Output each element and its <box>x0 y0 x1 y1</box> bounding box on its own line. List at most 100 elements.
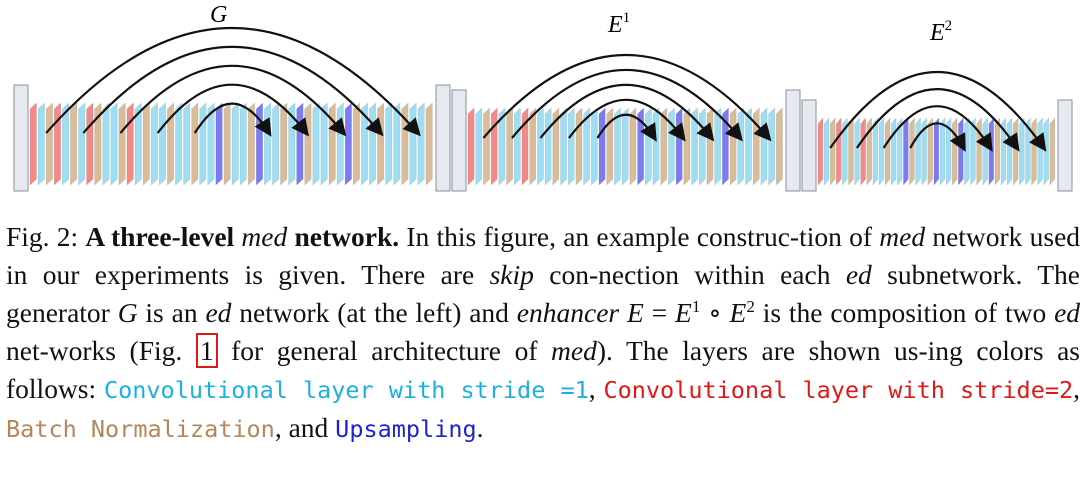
layer-slab <box>1019 117 1025 186</box>
layer-slab <box>490 107 498 186</box>
layer-slab <box>729 107 737 186</box>
layer-slab <box>583 107 591 186</box>
input-image-thumbnail <box>801 99 817 192</box>
layer-slab <box>994 117 1001 186</box>
subnetwork-labels: G E1 E2 <box>210 2 952 46</box>
layer-slab <box>829 117 836 186</box>
layer-slab <box>921 117 927 186</box>
skip-connection-arrow <box>193 102 272 137</box>
layer-slab <box>598 107 606 186</box>
layer-slab <box>304 102 312 186</box>
input-image-thumbnail <box>451 89 467 192</box>
layer-slab <box>752 107 760 186</box>
layer-slab <box>897 117 903 186</box>
layer-slab <box>982 117 988 186</box>
layer-slab <box>745 107 752 186</box>
layer-slab <box>823 117 830 186</box>
layer-slab <box>29 102 37 186</box>
layer-slab <box>158 102 167 186</box>
legend-batch-norm: Batch Normalization <box>6 415 275 443</box>
layer-slab <box>529 107 537 186</box>
layer-slab <box>537 107 544 186</box>
layer-slab <box>167 102 175 186</box>
layer-slab <box>425 102 433 186</box>
layer-slab <box>247 102 255 186</box>
layer-slab <box>775 107 783 186</box>
layer-slab <box>644 107 652 186</box>
layer-slab <box>951 117 958 186</box>
layer-slab <box>344 102 352 186</box>
skip-connection-arrow <box>482 53 772 142</box>
layer-slab <box>328 102 336 186</box>
layer-slab <box>976 117 982 186</box>
layer-slab <box>698 107 706 186</box>
layer-slab <box>884 117 891 186</box>
figure-reference-link[interactable]: 1 <box>195 333 218 368</box>
layer-slab <box>62 102 70 186</box>
skip-connection-arrow <box>882 105 993 152</box>
layer-slab <box>126 102 134 186</box>
layer-slab <box>296 102 304 186</box>
layer-slab <box>552 107 560 186</box>
layer-slab <box>567 107 575 186</box>
layer-slab <box>691 107 698 186</box>
skip-connection-arrow <box>829 70 1047 152</box>
legend-conv-stride2: Convolutional layer with stride=2 <box>603 376 1074 404</box>
layer-slab <box>53 102 62 186</box>
layer-slab <box>860 117 866 186</box>
layer-slab <box>475 107 483 186</box>
layer-slab <box>591 107 598 186</box>
layer-slab <box>927 117 934 186</box>
layer-slab <box>575 107 583 186</box>
layer-slab <box>629 107 637 186</box>
layer-slab <box>854 117 860 186</box>
layer-slab <box>102 102 110 186</box>
layer-slab <box>714 107 722 186</box>
layer-slab <box>239 102 247 186</box>
layer-slab <box>377 102 385 186</box>
layer-slab <box>988 117 995 186</box>
skip-connections <box>45 27 1047 152</box>
output-image-thumbnail <box>785 89 801 192</box>
layer-slab <box>393 102 401 186</box>
figure-caption: Fig. 2: A three-level med network. In th… <box>6 221 1081 443</box>
layer-slab <box>37 102 45 186</box>
network-figure: G E1 E2 <box>13 2 1073 192</box>
layer-slab <box>255 102 264 186</box>
label-E2: E2 <box>929 18 952 46</box>
layer-slab <box>280 102 288 186</box>
layer-slab <box>958 117 964 186</box>
input-image-thumbnail <box>13 84 29 192</box>
skip-connection-arrow <box>511 68 743 142</box>
layer-slab <box>142 102 150 186</box>
layer-slab <box>86 102 94 186</box>
layer-slab <box>560 107 567 186</box>
layer-slab <box>890 117 897 186</box>
layer-slab <box>223 102 231 186</box>
layer-slab <box>150 102 158 186</box>
layer-slab <box>521 107 529 186</box>
layer-slab <box>409 102 417 186</box>
label-E1: E1 <box>607 10 630 38</box>
legend-upsampling: Upsampling <box>335 415 477 443</box>
layer-slab <box>70 102 78 186</box>
layer-slab <box>231 102 239 186</box>
layer-slab <box>45 102 53 186</box>
skip-connection-arrow <box>568 98 686 142</box>
layer-slab <box>1037 117 1043 186</box>
layer-slab <box>336 102 344 186</box>
skip-connection-arrow <box>909 122 966 152</box>
output-image-thumbnail <box>435 84 451 192</box>
figure-label: Fig. 2: <box>6 221 79 252</box>
layer-slab <box>836 117 842 186</box>
layer-slab <box>1031 117 1037 186</box>
network-layers <box>13 84 1073 192</box>
layer-slab <box>544 107 552 186</box>
layer-slab <box>903 117 909 186</box>
layer-slab <box>909 117 915 186</box>
layer-slab <box>320 102 328 186</box>
label-G: G <box>210 2 227 28</box>
layer-slab <box>506 107 514 186</box>
layer-slab <box>848 117 854 186</box>
skip-connection-arrow <box>45 27 421 137</box>
